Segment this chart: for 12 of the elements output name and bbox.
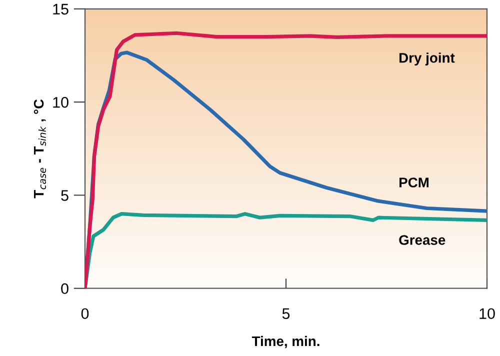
series-label: PCM	[399, 178, 428, 188]
x-tick-label: 10	[480, 308, 495, 320]
series-label: Grease	[399, 235, 446, 245]
x-tick-label: 0	[81, 308, 89, 320]
series-label: Dry joint	[399, 52, 455, 66]
y-tick-label: 10	[53, 96, 68, 108]
y-tick-label: 15	[53, 4, 68, 15]
y-axis-title: T$_{case}$ - T$_{sink}$ , °C	[34, 99, 46, 198]
x-axis-title: Time, min.	[252, 336, 320, 348]
y-tick-label: 5	[61, 190, 68, 201]
x-tick-label: 5	[282, 308, 290, 320]
y-tick-label: 0	[61, 283, 68, 294]
